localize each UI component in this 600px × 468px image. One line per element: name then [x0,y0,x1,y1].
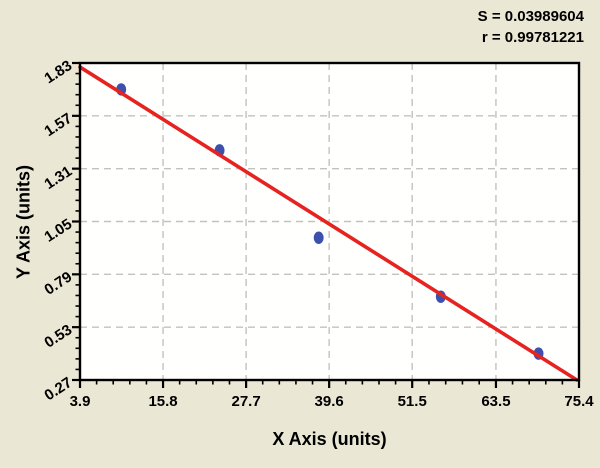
y-tick-label: 1.57 [41,110,75,140]
x-tick-label: 39.6 [315,393,344,410]
x-tick-label: 3.9 [70,393,91,410]
stat-r-value: r = 0.99781221 [481,29,584,46]
y-tick-label: 1.05 [41,216,75,246]
stats-annotation: S = 0.03989604 r = 0.99781221 [478,6,584,48]
x-tick-label: 15.8 [148,393,177,410]
y-tick-label: 0.53 [41,321,75,351]
stat-s-value: S = 0.03989604 [477,8,584,25]
x-tick-label: 27.7 [231,393,260,410]
x-tick-label: 75.4 [564,393,594,410]
y-axis-title: Y Axis (units) [13,164,34,280]
y-tick-label: 1.83 [41,57,75,87]
data-point [313,231,324,244]
fit-line [78,65,579,382]
x-tick-label: 51.5 [398,393,427,410]
y-tick-label: 0.79 [41,268,75,298]
x-axis-title: X Axis (units) [272,429,387,449]
y-tick-label: 1.31 [41,163,75,193]
x-tick-label: 63.5 [481,393,510,410]
